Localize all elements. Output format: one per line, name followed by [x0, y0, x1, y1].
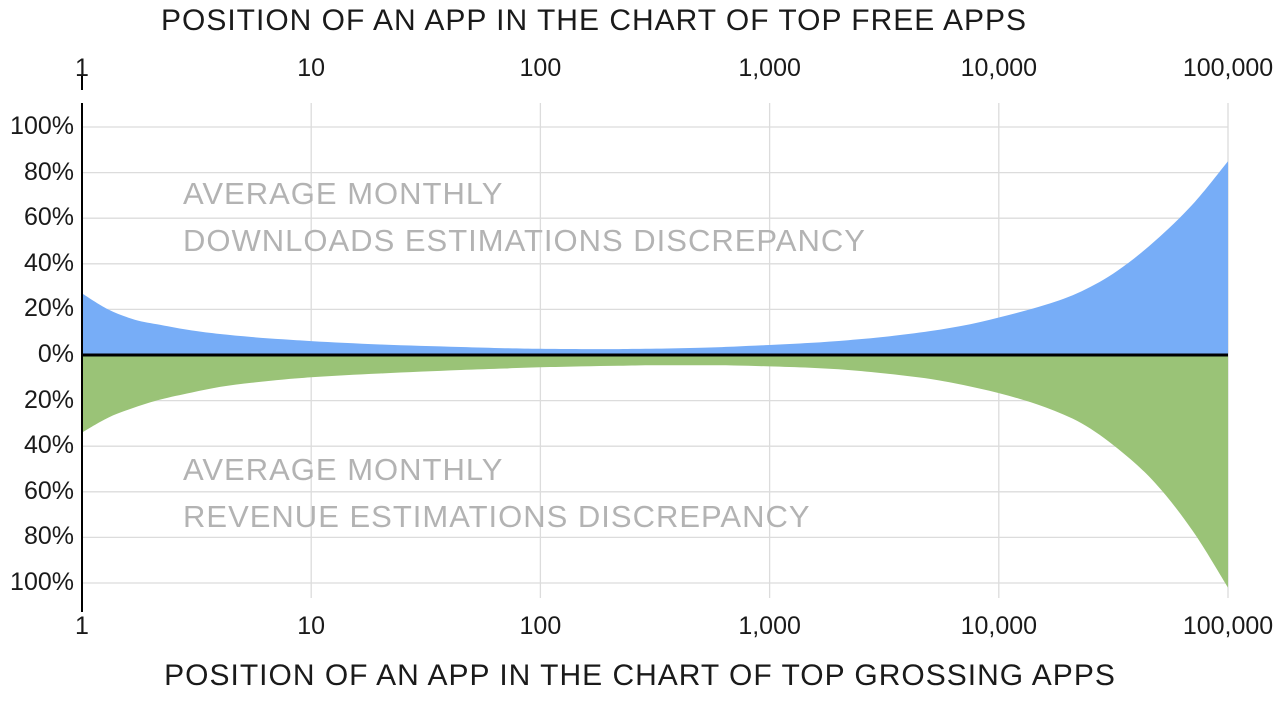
y-tick-label: 80%: [23, 157, 74, 186]
y-tick-label: 40%: [23, 248, 74, 277]
x-tick-label-bottom: 1: [75, 612, 89, 640]
revenue-watermark-line2: REVENUE ESTIMATIONS DISCREPANCY: [183, 499, 811, 534]
y-tick-label: 100%: [10, 567, 74, 596]
downloads-watermark-line2: DOWNLOADS ESTIMATIONS DISCREPANCY: [183, 223, 866, 258]
x-tick-label-top: 1: [75, 54, 89, 82]
revenue-discrepancy-area: [82, 355, 1228, 588]
bottom-axis-title: POSITION OF AN APP IN THE CHART OF TOP G…: [164, 659, 1116, 692]
y-tick-label: 0%: [37, 339, 74, 368]
x-tick-label-top: 10,000: [960, 54, 1038, 82]
y-tick-label: 20%: [23, 294, 74, 323]
x-tick-label-bottom: 10: [297, 612, 326, 640]
y-tick-label: 40%: [23, 431, 74, 460]
revenue-watermark-line1: AVERAGE MONTHLY: [183, 452, 504, 487]
x-tick-label-top: 1,000: [738, 54, 801, 82]
y-tick-label: 20%: [23, 385, 74, 414]
x-tick-label-top: 100: [519, 54, 562, 82]
y-tick-label: 80%: [23, 522, 74, 551]
downloads-discrepancy-area: [82, 161, 1228, 355]
y-tick-label: 100%: [10, 111, 74, 140]
y-tick-label: 60%: [23, 203, 74, 232]
x-tick-label-bottom: 10,000: [960, 612, 1038, 640]
y-tick-label: 60%: [23, 476, 74, 505]
x-tick-label-top: 10: [297, 54, 326, 82]
top-axis-title: POSITION OF AN APP IN THE CHART OF TOP F…: [160, 4, 1027, 37]
x-tick-label-bottom: 100,000: [1182, 612, 1274, 640]
downloads-watermark-line1: AVERAGE MONTHLY: [183, 176, 504, 211]
x-tick-label-bottom: 100: [519, 612, 562, 640]
x-tick-label-bottom: 1,000: [738, 612, 801, 640]
x-tick-label-top: 100,000: [1182, 54, 1274, 82]
